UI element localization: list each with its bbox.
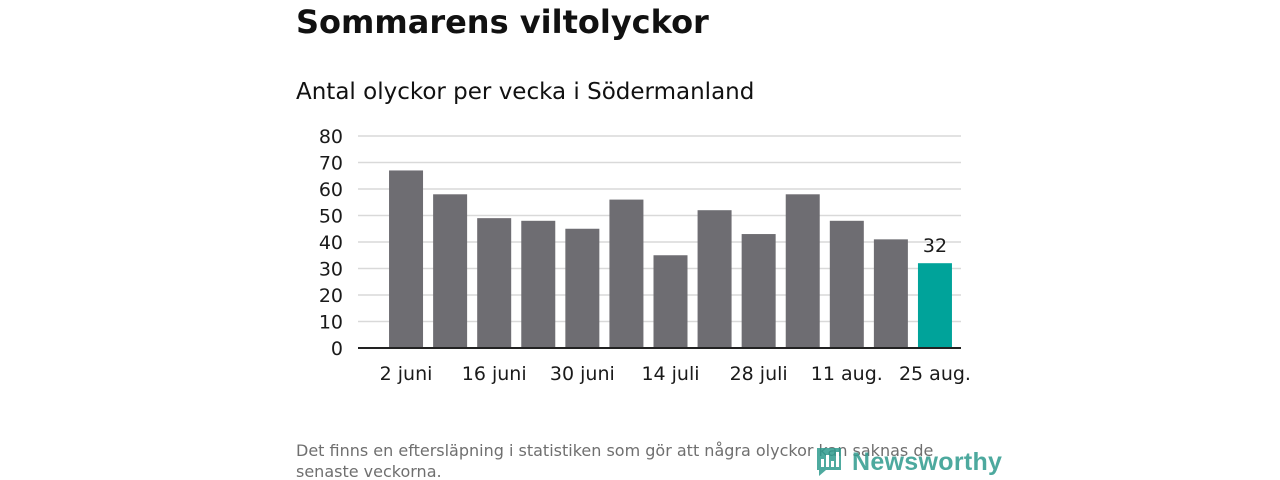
chart-title: Sommarens viltolyckor (296, 3, 709, 41)
x-tick-label: 14 juli (641, 363, 699, 385)
bar (697, 210, 732, 348)
y-tick-label: 10 (319, 312, 343, 334)
bars (389, 170, 952, 348)
bar (741, 234, 776, 348)
data-labels: 32 (923, 235, 947, 257)
y-tick-label: 60 (319, 179, 343, 201)
newsworthy-chart-icon (817, 448, 841, 476)
x-tick-label: 25 aug. (899, 363, 971, 385)
y-tick-label: 80 (319, 126, 343, 148)
newsworthy-logo-text: Newsworthy (852, 447, 1003, 476)
bar (609, 199, 644, 348)
bar (521, 220, 556, 348)
x-tick-label: 28 juli (730, 363, 788, 385)
y-tick-label: 20 (319, 285, 343, 307)
bar (829, 220, 864, 348)
y-axis-ticks: 0 10 20 30 40 50 60 70 80 (319, 126, 343, 360)
y-tick-label: 50 (319, 206, 343, 228)
x-tick-label: 16 juni (462, 363, 527, 385)
bar (477, 218, 512, 348)
chart-subtitle: Antal olyckor per vecka i Södermanland (296, 79, 755, 105)
bar (565, 228, 600, 348)
x-tick-label: 2 juni (380, 363, 433, 385)
y-tick-label: 30 (319, 259, 343, 281)
footnote: Det finns en eftersläpning i statistiken… (296, 441, 934, 480)
y-tick-label: 40 (319, 232, 343, 254)
y-tick-label: 70 (319, 153, 343, 175)
bar (873, 239, 908, 348)
x-axis-ticks: 2 juni 16 juni 30 juni 14 juli 28 juli 11 aug… (380, 363, 971, 385)
bar (917, 263, 952, 348)
bar (653, 255, 688, 348)
bar (389, 170, 424, 348)
bar (785, 194, 820, 348)
data-label: 32 (923, 235, 947, 257)
newsworthy-logo: Newsworthy (814, 446, 1002, 478)
y-tick-label: 0 (331, 338, 343, 360)
bar (433, 194, 468, 348)
x-tick-label: 30 juni (550, 363, 615, 385)
x-tick-label: 11 aug. (811, 363, 883, 385)
